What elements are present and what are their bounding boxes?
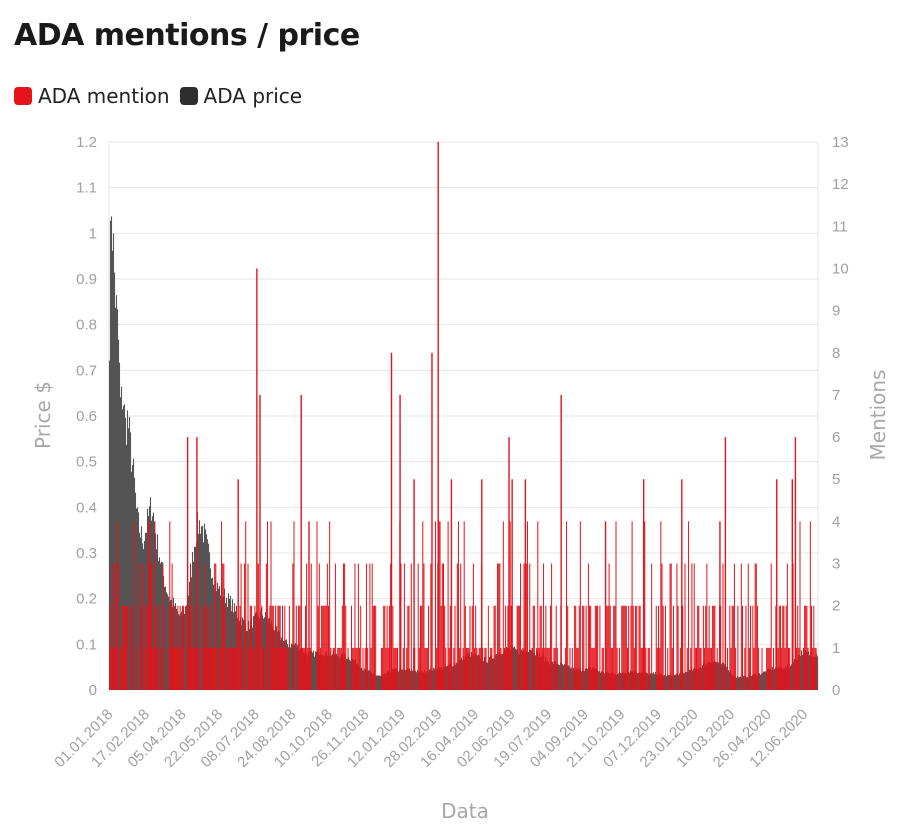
legend-swatch-price bbox=[179, 87, 198, 105]
x-axis-title: Data bbox=[441, 799, 489, 823]
legend: ADA mention ADA price bbox=[14, 84, 302, 108]
y-right-tick-label: 1 bbox=[832, 640, 840, 657]
y-left-tick-label: 0.8 bbox=[76, 317, 97, 334]
legend-label-price: ADA price bbox=[203, 84, 303, 108]
legend-item-price[interactable]: ADA price bbox=[179, 84, 303, 108]
y-left-tick-label: 0.7 bbox=[76, 362, 97, 379]
y-right-tick-label: 5 bbox=[832, 471, 840, 488]
y-right-tick-label: 6 bbox=[832, 429, 840, 446]
y-right-tick-label: 8 bbox=[832, 345, 840, 362]
x-axis-ticks: 01.01.201817.02.201805.04.201822.05.2018… bbox=[51, 706, 811, 771]
y-left-tick-label: 0 bbox=[89, 682, 97, 699]
y-left-tick-label: 0.4 bbox=[76, 499, 97, 516]
y-right-tick-label: 0 bbox=[832, 682, 840, 699]
y-axis-left-title: Price $ bbox=[31, 381, 55, 449]
y-left-tick-label: 0.5 bbox=[76, 454, 97, 471]
y-left-tick-label: 1.2 bbox=[76, 134, 97, 151]
y-right-tick-label: 11 bbox=[832, 218, 848, 235]
y-left-tick-label: 0.2 bbox=[76, 591, 97, 608]
y-right-tick-label: 10 bbox=[832, 260, 849, 277]
y-left-tick-label: 0.6 bbox=[76, 408, 97, 425]
y-right-tick-label: 9 bbox=[832, 303, 840, 320]
y-right-tick-label: 2 bbox=[832, 598, 840, 615]
y-right-tick-label: 3 bbox=[832, 556, 840, 573]
y-right-tick-label: 4 bbox=[832, 513, 840, 530]
legend-item-mention[interactable]: ADA mention bbox=[14, 84, 170, 108]
left-axis-ticks: 0 0.1 0.2 0.3 0.4 0.5 0.6 0.7 0.8 0.9 1 1.1 1.2 bbox=[76, 134, 97, 699]
y-left-tick-label: 0.3 bbox=[76, 545, 97, 562]
y-left-tick-label: 0.1 bbox=[76, 636, 97, 653]
y-left-tick-label: 1.1 bbox=[76, 180, 97, 197]
y-right-tick-label: 13 bbox=[832, 134, 849, 151]
y-left-tick-label: 1 bbox=[89, 225, 97, 242]
y-axis-right-title: Mentions bbox=[866, 370, 890, 461]
y-left-tick-label: 0.9 bbox=[76, 271, 97, 288]
mention-series bbox=[109, 142, 817, 690]
legend-label-mention: ADA mention bbox=[38, 84, 170, 108]
legend-swatch-mention bbox=[14, 87, 32, 105]
y-right-tick-label: 7 bbox=[832, 387, 840, 404]
y-right-tick-label: 12 bbox=[832, 176, 849, 193]
chart-title: ADA mentions / price bbox=[14, 18, 360, 53]
